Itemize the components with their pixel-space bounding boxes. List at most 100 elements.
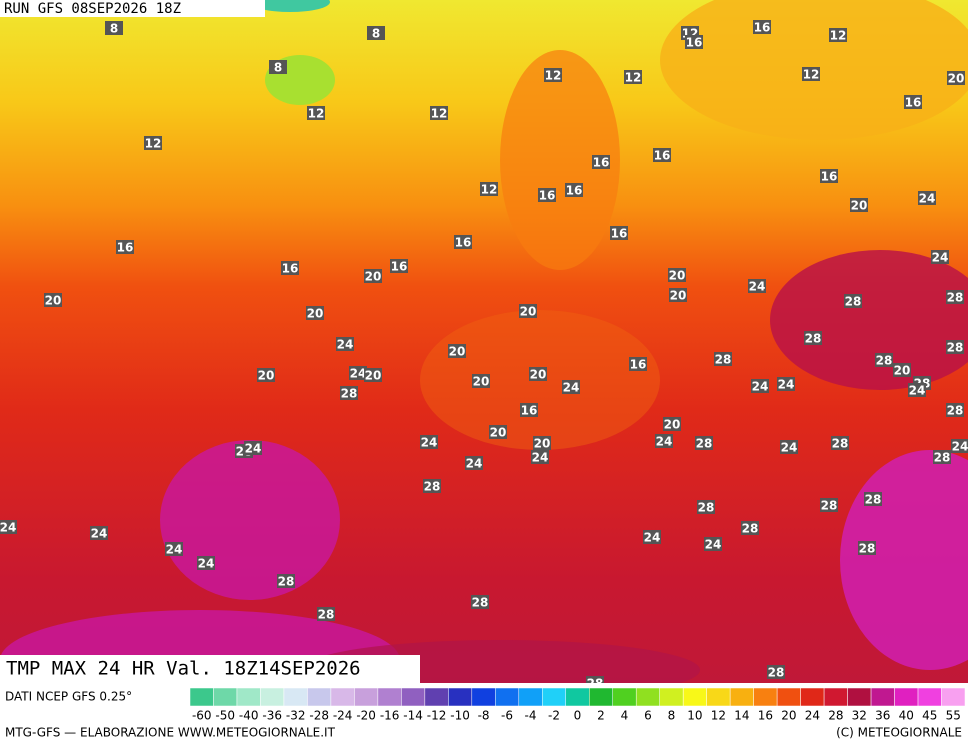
scale-swatch (729, 687, 754, 707)
map-label: 20 (894, 364, 911, 378)
map-label: 24 (909, 384, 926, 398)
label-box (197, 556, 215, 570)
label-box (850, 198, 868, 212)
map-label: 20 (520, 305, 537, 319)
header-box (0, 0, 265, 17)
label-box (829, 28, 847, 42)
label-box (538, 188, 556, 202)
label-box (390, 259, 408, 273)
scale-label: -10 (450, 709, 470, 723)
map-label: 16 (686, 36, 703, 50)
label-box (465, 456, 483, 470)
map-label: 20 (534, 437, 551, 451)
label-box (364, 368, 382, 382)
label-box (741, 521, 759, 535)
map-label: 8 (110, 22, 118, 36)
map-label: 24 (919, 192, 936, 206)
scale-label: 24 (805, 709, 820, 723)
scale-swatch (518, 687, 543, 707)
map-label: 28 (876, 354, 893, 368)
scale-label: 16 (758, 709, 773, 723)
label-box (918, 191, 936, 205)
label-box (669, 288, 687, 302)
map-label: 24 (350, 367, 367, 381)
map-label: 24 (644, 531, 661, 545)
scale-label: 4 (621, 709, 629, 723)
map-label: 16 (539, 189, 556, 203)
map-label: 28 (821, 499, 838, 513)
label-box (748, 279, 766, 293)
label-box (367, 26, 385, 40)
map-label: 28 (832, 437, 849, 451)
map-label: 24 (749, 280, 766, 294)
label-box (454, 235, 472, 249)
title-box (0, 655, 420, 683)
map-label: 16 (905, 96, 922, 110)
label-box (90, 526, 108, 540)
map-title: TMP MAX 24 HR Val. 18Z14SEP2026 (6, 658, 361, 680)
label-box (695, 436, 713, 450)
map-label: 20 (473, 375, 490, 389)
label-box (423, 479, 441, 493)
label-box (668, 268, 686, 282)
scale-label: 45 (922, 709, 937, 723)
scale-swatch (424, 687, 449, 707)
map-label: 16 (391, 260, 408, 274)
map-label: 20 (664, 418, 681, 432)
scale-label: -12 (427, 709, 447, 723)
scale-swatch (870, 687, 895, 707)
scale-swatch (213, 687, 238, 707)
label-box (340, 386, 358, 400)
label-box (685, 35, 703, 49)
map-label: 28 (865, 493, 882, 507)
map-label: 28 (472, 596, 489, 610)
map-label: 16 (593, 156, 610, 170)
map-label: 12 (803, 68, 820, 82)
label-box (529, 367, 547, 381)
scale-swatch (659, 687, 684, 707)
credit-label: MTG-GFS — ELABORAZIONE WWW.METEOGIORNALE… (5, 726, 336, 740)
label-box (780, 440, 798, 454)
map-label: 28 (424, 480, 441, 494)
scale-label: 0 (574, 709, 582, 723)
scale-label: -16 (380, 709, 400, 723)
scale-swatch (330, 687, 355, 707)
scale-swatch (612, 687, 637, 707)
run-label: RUN GFS 08SEP2026 18Z (4, 1, 181, 17)
scale-label: 12 (711, 709, 726, 723)
scale-label: -20 (356, 709, 376, 723)
map-label: 12 (545, 69, 562, 83)
map-label: 20 (669, 269, 686, 283)
label-box (951, 439, 968, 453)
map-label: 24 (778, 378, 795, 392)
scale-label: 36 (875, 709, 890, 723)
map-label: 24 (781, 441, 798, 455)
map-label: 28 (947, 341, 964, 355)
scale-swatch (706, 687, 731, 707)
map-label: 12 (625, 71, 642, 85)
label-box (704, 537, 722, 551)
map-label: 12 (830, 29, 847, 43)
scale-label: 8 (668, 709, 676, 723)
label-box (336, 337, 354, 351)
map-label: 28 (768, 666, 785, 680)
map-label: 20 (365, 270, 382, 284)
scale-swatch (823, 687, 848, 707)
label-box (931, 250, 949, 264)
map-label: 24 (563, 381, 580, 395)
scale-label: 6 (644, 709, 652, 723)
source-label: DATI NCEP GFS 0.25° (5, 690, 132, 704)
scale-swatch (682, 687, 707, 707)
scale-label: -4 (525, 709, 537, 723)
label-box (831, 436, 849, 450)
label-box (753, 20, 771, 34)
label-box (714, 352, 732, 366)
label-box (531, 450, 549, 464)
scale-label: -24 (333, 709, 353, 723)
label-box (875, 353, 893, 367)
map-label: 24 (952, 440, 968, 454)
map-label: 12 (431, 107, 448, 121)
label-box (610, 226, 628, 240)
label-box (864, 492, 882, 506)
scale-swatch (448, 687, 473, 707)
